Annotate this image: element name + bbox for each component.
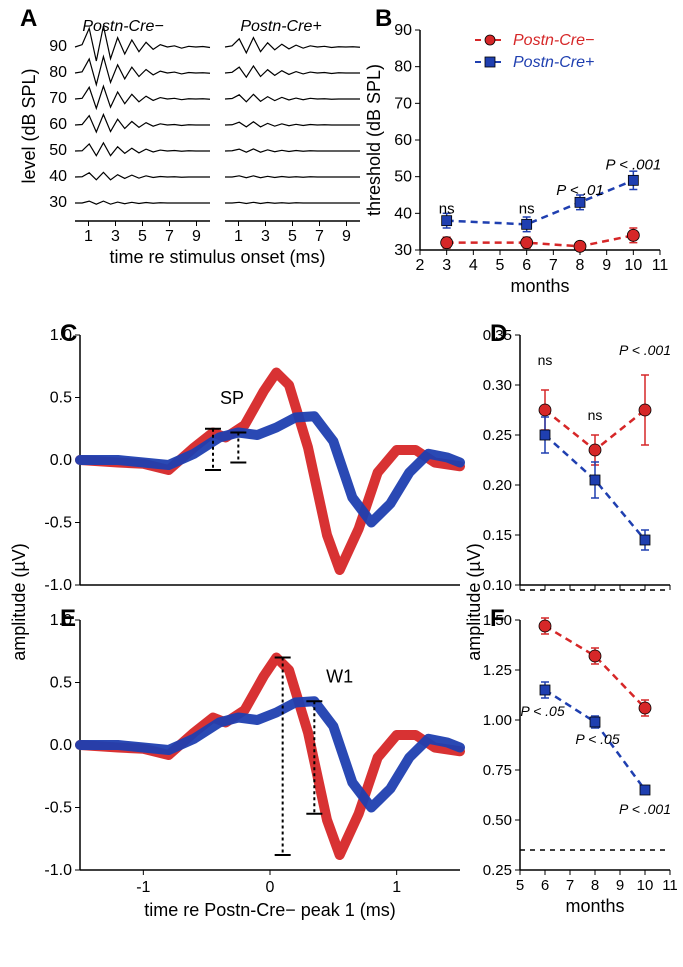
- svg-text:SP: SP: [220, 388, 244, 408]
- svg-text:threshold (dB SPL): threshold (dB SPL): [364, 64, 384, 216]
- svg-text:9: 9: [192, 228, 201, 245]
- svg-text:P < .001: P < .001: [619, 342, 671, 358]
- svg-text:0.5: 0.5: [50, 675, 72, 692]
- svg-text:8: 8: [591, 877, 599, 894]
- svg-text:0.75: 0.75: [483, 762, 512, 779]
- svg-text:0.50: 0.50: [483, 812, 512, 829]
- svg-text:ns: ns: [588, 407, 603, 423]
- svg-text:0.10: 0.10: [483, 577, 512, 594]
- svg-text:0.0: 0.0: [50, 737, 72, 754]
- svg-text:9: 9: [342, 228, 351, 245]
- svg-text:months: months: [565, 896, 624, 916]
- svg-text:P < .001: P < .001: [619, 801, 671, 817]
- panel-letter-F: F: [490, 605, 505, 633]
- svg-text:P < .05: P < .05: [575, 731, 619, 747]
- svg-text:Postn-Cre+: Postn-Cre+: [513, 54, 594, 71]
- svg-text:0: 0: [266, 879, 275, 896]
- svg-text:amplitude (µV): amplitude (µV): [9, 543, 29, 660]
- svg-text:8: 8: [576, 257, 585, 274]
- svg-text:11: 11: [652, 257, 669, 274]
- svg-text:0.25: 0.25: [483, 862, 512, 879]
- panel-letter-A: A: [20, 5, 37, 33]
- svg-text:0.5: 0.5: [50, 390, 72, 407]
- svg-text:10: 10: [637, 877, 654, 894]
- svg-text:4: 4: [469, 257, 478, 274]
- svg-text:90: 90: [394, 22, 412, 39]
- svg-text:months: months: [510, 276, 569, 296]
- svg-text:P < .01: P < .01: [556, 182, 603, 199]
- svg-text:7: 7: [165, 228, 174, 245]
- svg-text:-1.0: -1.0: [44, 862, 72, 879]
- svg-text:7: 7: [315, 228, 324, 245]
- svg-text:5: 5: [138, 228, 147, 245]
- svg-text:0.0: 0.0: [50, 452, 72, 469]
- svg-text:-0.5: -0.5: [44, 515, 72, 532]
- svg-text:70: 70: [394, 95, 412, 112]
- svg-text:5: 5: [496, 257, 505, 274]
- svg-text:50: 50: [394, 169, 412, 186]
- svg-text:-1.0: -1.0: [44, 577, 72, 594]
- svg-text:amplitude (µV): amplitude (µV): [464, 543, 484, 660]
- svg-text:W1: W1: [326, 667, 353, 687]
- svg-text:0.30: 0.30: [483, 377, 512, 394]
- svg-text:11: 11: [662, 877, 678, 894]
- svg-text:9: 9: [616, 877, 624, 894]
- svg-text:ns: ns: [439, 200, 455, 217]
- panel-letter-C: C: [60, 320, 77, 348]
- svg-text:time re stimulus onset (ms): time re stimulus onset (ms): [109, 247, 325, 267]
- svg-text:40: 40: [49, 168, 67, 185]
- svg-text:30: 30: [394, 242, 412, 259]
- svg-text:6: 6: [522, 257, 531, 274]
- svg-text:1: 1: [392, 879, 401, 896]
- svg-text:60: 60: [49, 116, 67, 133]
- figure-canvas: Postn-Cre−Postn-Cre+90807060504030level …: [0, 0, 683, 967]
- svg-text:50: 50: [49, 142, 67, 159]
- svg-text:10: 10: [624, 257, 642, 274]
- svg-text:7: 7: [566, 877, 574, 894]
- svg-text:1.25: 1.25: [483, 662, 512, 679]
- svg-text:1.00: 1.00: [483, 712, 512, 729]
- svg-text:1: 1: [84, 228, 93, 245]
- svg-text:30: 30: [49, 194, 67, 211]
- svg-text:time re Postn-Cre− peak 1 (ms): time re Postn-Cre− peak 1 (ms): [144, 900, 396, 920]
- svg-text:6: 6: [541, 877, 549, 894]
- svg-text:70: 70: [49, 90, 67, 107]
- svg-text:40: 40: [394, 205, 412, 222]
- panel-letter-D: D: [490, 320, 507, 348]
- svg-text:60: 60: [394, 132, 412, 149]
- panel-letter-B: B: [375, 5, 392, 33]
- svg-text:level (dB SPL): level (dB SPL): [19, 68, 39, 183]
- svg-text:9: 9: [602, 257, 611, 274]
- svg-text:0.25: 0.25: [483, 427, 512, 444]
- svg-text:Postn-Cre−: Postn-Cre−: [82, 18, 163, 35]
- svg-text:3: 3: [111, 228, 120, 245]
- svg-text:0.15: 0.15: [483, 527, 512, 544]
- svg-text:ns: ns: [519, 200, 535, 217]
- svg-text:3: 3: [442, 257, 451, 274]
- svg-text:Postn-Cre+: Postn-Cre+: [240, 18, 321, 35]
- svg-text:2: 2: [416, 257, 425, 274]
- svg-text:0.20: 0.20: [483, 477, 512, 494]
- svg-text:80: 80: [394, 59, 412, 76]
- svg-text:Postn-Cre−: Postn-Cre−: [513, 32, 594, 49]
- svg-text:-0.5: -0.5: [44, 800, 72, 817]
- svg-text:80: 80: [49, 64, 67, 81]
- svg-text:ns: ns: [538, 352, 553, 368]
- svg-text:P < .05: P < .05: [520, 703, 564, 719]
- svg-text:7: 7: [549, 257, 558, 274]
- svg-text:1: 1: [234, 228, 243, 245]
- svg-text:5: 5: [516, 877, 524, 894]
- svg-text:3: 3: [261, 228, 270, 245]
- panel-letter-E: E: [60, 605, 76, 633]
- svg-text:P < .001: P < .001: [605, 156, 661, 173]
- svg-text:90: 90: [49, 38, 67, 55]
- svg-text:5: 5: [288, 228, 297, 245]
- svg-text:-1: -1: [136, 879, 150, 896]
